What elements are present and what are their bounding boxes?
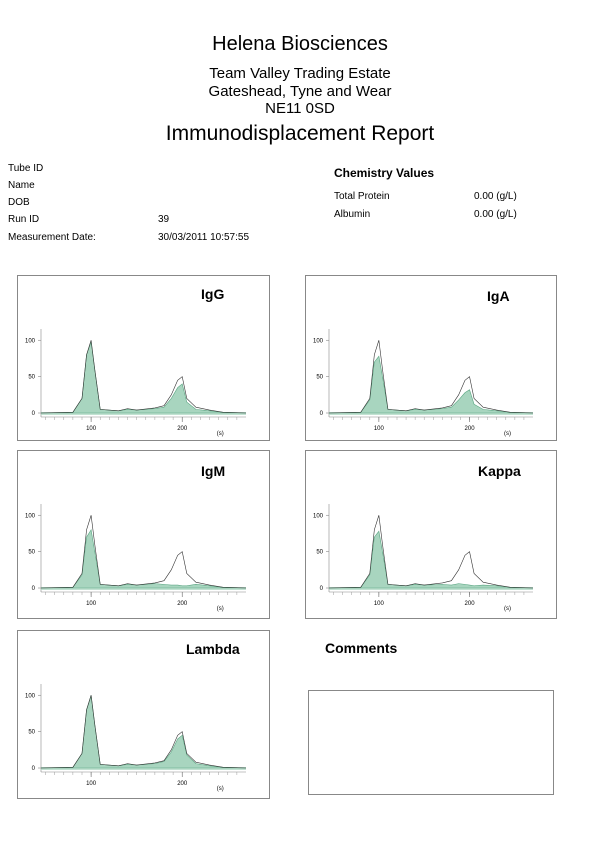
- postcode: NE11 0SD: [265, 100, 335, 117]
- baseline-band: [329, 587, 533, 590]
- x-tick-label: 100: [86, 426, 97, 432]
- x-tick-label: 100: [374, 426, 385, 432]
- y-tick-label: 50: [28, 375, 35, 381]
- chart-title-igg: IgG: [201, 286, 225, 302]
- baseline-band: [41, 767, 246, 770]
- x-unit-label: (s): [504, 606, 511, 612]
- total-protein-value: 0.00 (g/L): [474, 191, 517, 202]
- chart-panel-lambda: Lambda 0 50 100 100 200 (s): [17, 630, 270, 799]
- y-tick-label: 50: [28, 550, 35, 556]
- chart-igg: 0 50 100 100 200 (s): [25, 329, 247, 437]
- x-tick-label: 200: [465, 601, 476, 607]
- address-line2: Gateshead, Tyne and Wear: [208, 83, 392, 100]
- reference-line: [40, 695, 247, 769]
- reference-line: [40, 515, 247, 589]
- x-tick-label: 200: [465, 426, 476, 432]
- measurement-date-label: Measurement Date:: [8, 232, 96, 243]
- x-tick-label: 200: [177, 601, 188, 607]
- reference-line: [328, 515, 534, 589]
- reference-line: [328, 340, 534, 414]
- albumin-label: Albumin: [334, 209, 371, 220]
- y-tick-label: 100: [25, 693, 36, 699]
- y-tick-label: 0: [320, 586, 324, 592]
- x-tick-label: 100: [86, 601, 97, 607]
- albumin-value: 0.00 (g/L): [474, 209, 517, 220]
- y-tick-label: 50: [316, 550, 323, 556]
- baseline-band: [329, 412, 533, 415]
- sample-area: [328, 355, 534, 414]
- x-unit-label: (s): [217, 786, 224, 792]
- baseline-band: [41, 412, 246, 415]
- chart-iga: 0 50 100 100 200 (s): [313, 329, 534, 437]
- chart-panel-igm: IgM 0 50 100 100 200 (s): [17, 450, 270, 619]
- tube-id-label: Tube ID: [8, 163, 44, 174]
- measurement-date-value: 30/03/2011 10:57:55: [158, 232, 250, 243]
- chart-panel-iga: IgA 0 50 100 100 200 (s): [305, 275, 557, 441]
- y-tick-label: 0: [32, 766, 36, 772]
- sample-area: [40, 528, 247, 589]
- x-tick-label: 100: [86, 781, 97, 787]
- baseline-band: [41, 587, 246, 590]
- y-tick-label: 0: [32, 586, 36, 592]
- dob-label: DOB: [8, 197, 30, 208]
- address-line1: Team Valley Trading Estate: [209, 65, 391, 82]
- sample-area: [40, 341, 247, 414]
- x-unit-label: (s): [504, 431, 511, 437]
- chart-title-iga: IgA: [487, 288, 510, 304]
- y-tick-label: 0: [320, 411, 324, 417]
- sample-area: [328, 530, 534, 589]
- run-id-label: Run ID: [8, 214, 40, 225]
- run-id-value: 39: [158, 214, 170, 225]
- y-tick-label: 100: [25, 338, 36, 344]
- report-title: Immunodisplacement Report: [165, 122, 435, 145]
- x-tick-label: 200: [177, 781, 188, 787]
- y-tick-label: 100: [313, 338, 324, 344]
- chart-kappa: 0 50 100 100 200 (s): [313, 504, 534, 612]
- company-name: Helena Biosciences: [212, 33, 388, 55]
- x-unit-label: (s): [217, 431, 224, 437]
- y-tick-label: 50: [316, 375, 323, 381]
- chart-panel-igg: IgG 0 50 100 100 200 (s): [17, 275, 270, 441]
- x-tick-label: 100: [374, 601, 385, 607]
- y-tick-label: 50: [28, 730, 35, 736]
- x-unit-label: (s): [217, 606, 224, 612]
- x-tick-label: 200: [177, 426, 188, 432]
- chart-lambda: 0 50 100 100 200 (s): [25, 684, 247, 792]
- sample-area: [40, 695, 247, 769]
- chart-igm: 0 50 100 100 200 (s): [25, 504, 247, 612]
- chemistry-title: Chemistry Values: [334, 166, 435, 180]
- comments-title: Comments: [325, 640, 398, 656]
- comments-text: [309, 691, 553, 703]
- name-label: Name: [8, 180, 35, 191]
- chart-title-igm: IgM: [201, 463, 226, 479]
- y-tick-label: 0: [32, 411, 36, 417]
- chart-title-kappa: Kappa: [478, 463, 521, 479]
- chart-title-lambda: Lambda: [186, 641, 240, 657]
- reference-line: [40, 340, 247, 414]
- total-protein-label: Total Protein: [334, 191, 390, 202]
- y-tick-label: 100: [313, 513, 324, 519]
- chart-panel-kappa: Kappa 0 50 100 100 200 (s): [305, 450, 557, 619]
- y-tick-label: 100: [25, 513, 36, 519]
- comments-box: [308, 690, 554, 795]
